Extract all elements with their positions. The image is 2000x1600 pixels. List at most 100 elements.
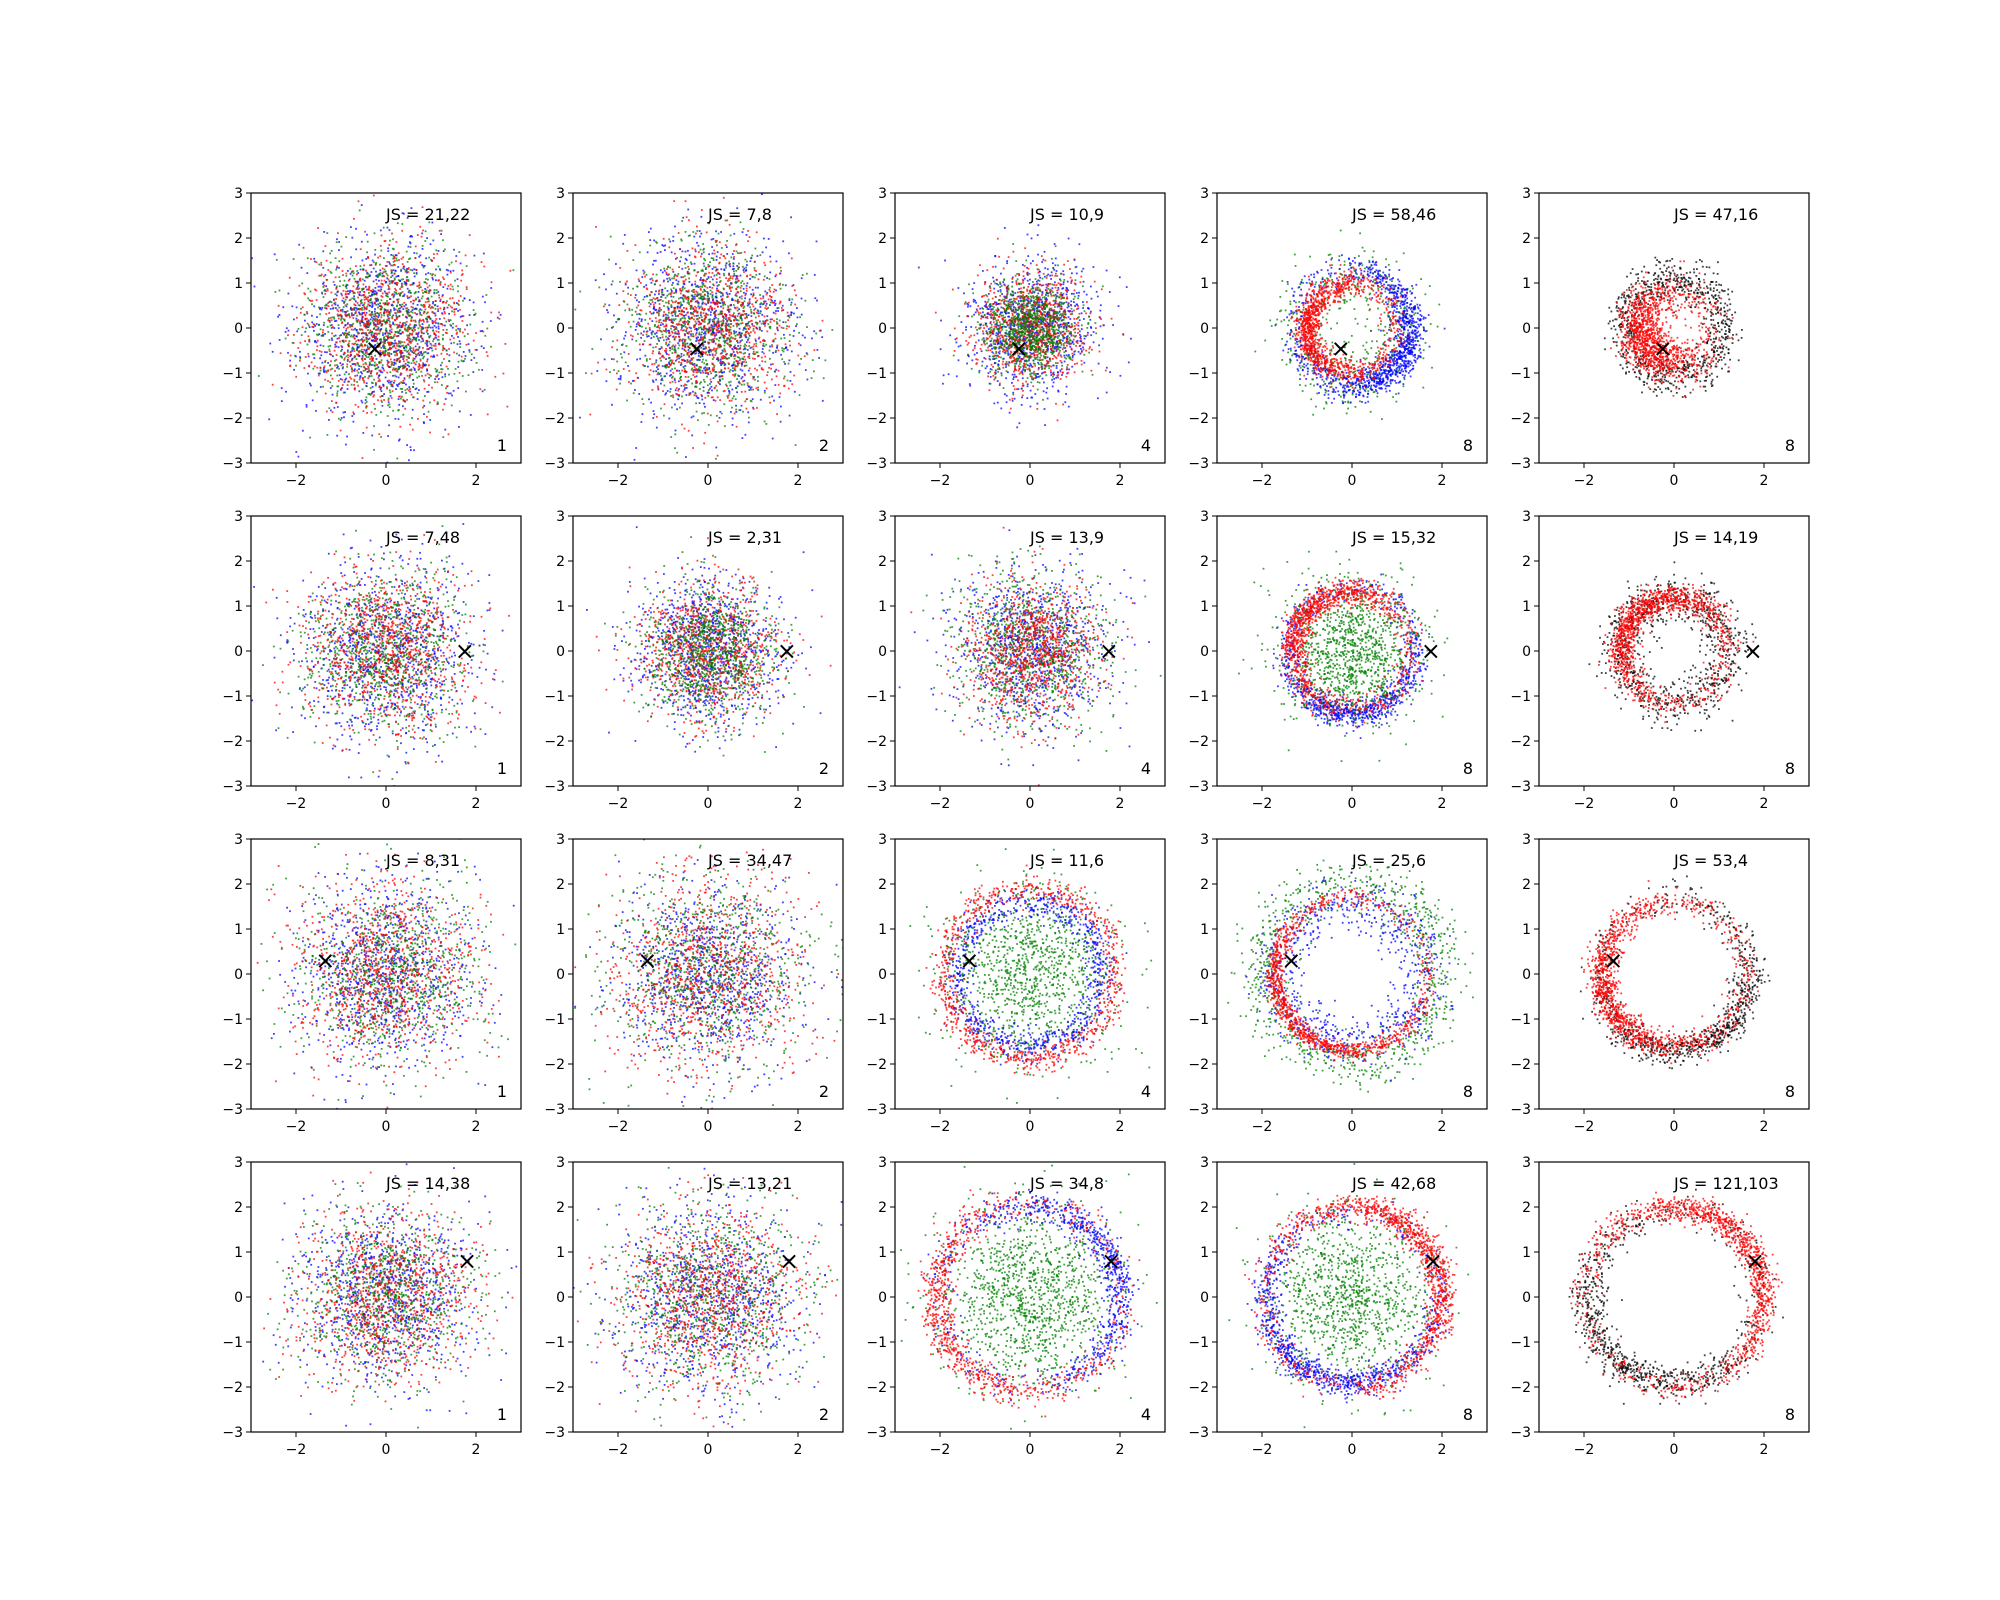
- scatter-point: [754, 338, 757, 341]
- scatter-point: [831, 329, 834, 331]
- scatter-point: [366, 412, 368, 414]
- scatter-point: [675, 257, 677, 260]
- scatter-point: [687, 320, 689, 322]
- scatter-point: [468, 314, 471, 316]
- scatter-point: [694, 280, 697, 283]
- scatter-point: [434, 345, 437, 347]
- scatter-point: [387, 332, 389, 335]
- scatter-point: [470, 359, 473, 361]
- scatter-point: [372, 261, 375, 264]
- scatter-point: [333, 349, 336, 352]
- scatter-point: [707, 263, 710, 266]
- scatter-point: [388, 302, 390, 305]
- scatter-point: [429, 401, 431, 404]
- scatter-point: [361, 339, 364, 341]
- scatter-point: [684, 338, 687, 341]
- scatter-point: [410, 306, 413, 308]
- scatter-point: [693, 364, 696, 367]
- scatter-point: [633, 458, 636, 461]
- scatter-point: [678, 344, 681, 347]
- scatter-point: [705, 363, 708, 366]
- scatter-point: [774, 384, 777, 386]
- scatter-point: [752, 377, 755, 380]
- scatter-point: [333, 327, 336, 329]
- scatter-point: [367, 321, 369, 324]
- scatter-point: [721, 297, 724, 300]
- scatter-point: [721, 357, 724, 360]
- scatter-point: [337, 290, 339, 293]
- scatter-point: [365, 298, 368, 300]
- scatter-point: [329, 252, 331, 255]
- scatter-point: [727, 306, 730, 309]
- scatter-point: [728, 344, 731, 347]
- scatter-point: [788, 299, 791, 301]
- scatter-point: [442, 337, 444, 340]
- scatter-point: [376, 328, 378, 331]
- scatter-point: [410, 300, 412, 303]
- scatter-point: [707, 424, 710, 426]
- scatter-point: [414, 319, 417, 322]
- scatter-point: [740, 351, 743, 354]
- scatter-point: [453, 351, 455, 354]
- scatter-point: [324, 274, 327, 276]
- scatter-point: [370, 316, 373, 319]
- scatter-point: [770, 298, 772, 301]
- scatter-point: [804, 336, 806, 339]
- scatter-point: [801, 334, 804, 337]
- scatter-point: [678, 355, 680, 357]
- scatter-point: [760, 368, 763, 371]
- scatter-point: [662, 339, 665, 342]
- scatter-point: [407, 245, 410, 248]
- scatter-point: [387, 311, 390, 313]
- scatter-point: [378, 385, 381, 387]
- scatter-point: [695, 309, 697, 312]
- scatter-point: [347, 322, 349, 325]
- scatter-point: [780, 353, 782, 356]
- scatter-point: [322, 385, 324, 388]
- scatter-point: [278, 339, 281, 341]
- scatter-point: [706, 384, 709, 387]
- scatter-point: [437, 327, 440, 330]
- scatter-point: [381, 323, 384, 325]
- scatter-point: [383, 319, 385, 322]
- scatter-point: [354, 388, 356, 391]
- scatter-point: [388, 261, 391, 264]
- scatter-point: [394, 339, 396, 342]
- scatter-point: [695, 395, 698, 397]
- scatter-point: [377, 329, 379, 331]
- scatter-point: [353, 413, 355, 415]
- scatter-point: [685, 387, 688, 389]
- scatter-point: [787, 319, 789, 322]
- scatter-point: [422, 347, 424, 349]
- scatter-point: [639, 348, 642, 351]
- scatter-point: [422, 265, 425, 268]
- scatter-point: [378, 345, 381, 347]
- scatter-point: [359, 279, 362, 282]
- scatter-point: [366, 346, 369, 349]
- scatter-point: [347, 342, 350, 345]
- scatter-point: [650, 332, 653, 334]
- scatter-point: [386, 461, 389, 463]
- scatter-point: [740, 252, 743, 254]
- scatter-point: [442, 334, 444, 336]
- scatter-point: [660, 407, 662, 410]
- scatter-point: [692, 363, 694, 366]
- scatter-point: [358, 368, 360, 370]
- scatter-point: [390, 347, 393, 350]
- scatter-point: [460, 355, 463, 358]
- scatter-point: [430, 344, 433, 347]
- scatter-point: [437, 378, 440, 380]
- scatter-point: [738, 331, 741, 334]
- scatter-point: [738, 308, 740, 311]
- scatter-point: [409, 323, 411, 326]
- scatter-point: [413, 338, 416, 341]
- scatter-point: [424, 351, 427, 353]
- scatter-point: [384, 339, 387, 342]
- scatter-point: [746, 349, 749, 351]
- scatter-point: [448, 312, 450, 315]
- scatter-point: [335, 288, 338, 290]
- scatter-point: [438, 279, 440, 282]
- scatter-point: [460, 279, 463, 282]
- scatter-point: [684, 278, 687, 281]
- scatter-point: [403, 382, 406, 384]
